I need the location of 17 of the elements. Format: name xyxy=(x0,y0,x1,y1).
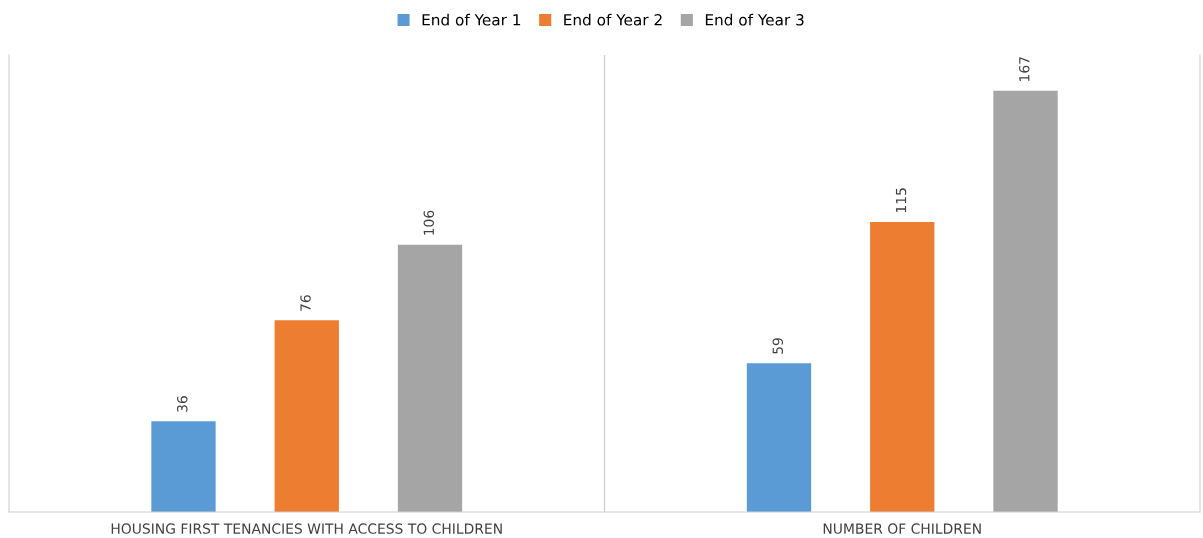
bar xyxy=(151,421,216,512)
x-tick-label: HOUSING FIRST TENANCIES WITH ACCESS TO CHILDREN xyxy=(111,523,502,534)
legend-label: End of Year 2 xyxy=(564,13,662,26)
bar xyxy=(746,363,812,512)
bar xyxy=(397,244,463,512)
data-label: 76 xyxy=(300,295,311,311)
legend-label: End of Year 3 xyxy=(705,13,804,26)
data-label: 59 xyxy=(772,338,784,354)
data-label: 115 xyxy=(895,188,907,213)
data-label: 167 xyxy=(1019,57,1030,81)
x-tick-label: NUMBER OF CHILDREN xyxy=(823,523,981,534)
data-label: 36 xyxy=(177,396,188,412)
bar xyxy=(870,221,935,512)
legend-label: End of Year 1 xyxy=(422,13,521,26)
bar xyxy=(993,90,1058,512)
data-label: 106 xyxy=(423,210,435,235)
bar xyxy=(274,320,339,512)
